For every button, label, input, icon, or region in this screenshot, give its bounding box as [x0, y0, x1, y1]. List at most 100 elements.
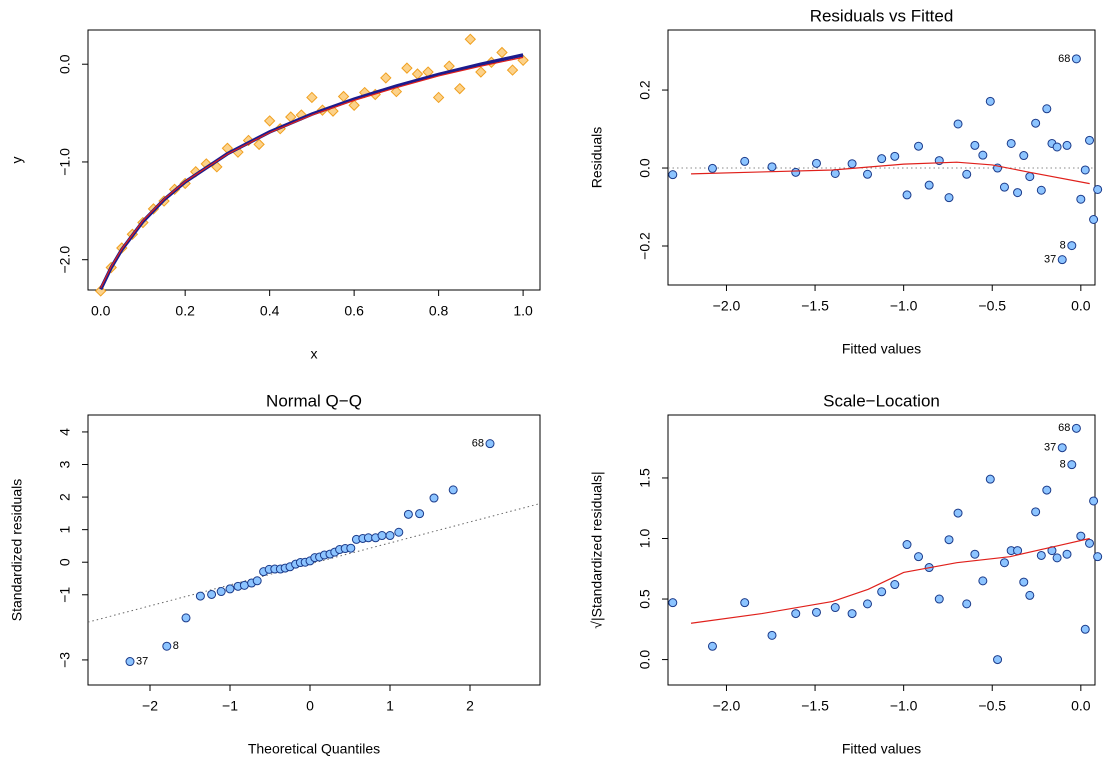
point: [811, 607, 821, 617]
point: [1036, 550, 1046, 560]
point: [401, 62, 413, 74]
point: [847, 609, 857, 619]
point: [914, 141, 924, 151]
point: [1052, 142, 1062, 152]
plot-frame: [87, 414, 541, 686]
point: [944, 535, 954, 545]
point-label: 8: [173, 640, 179, 652]
line: [690, 537, 1090, 624]
point: [767, 630, 777, 640]
point: [791, 609, 801, 619]
point: [953, 508, 963, 518]
point-label: 68: [472, 438, 484, 450]
point: [253, 138, 265, 151]
y-tick-label: 0.2: [637, 80, 653, 100]
point: [877, 154, 887, 164]
point: [914, 552, 924, 562]
point: [1025, 172, 1035, 182]
reference-line: [87, 503, 541, 623]
point: [263, 115, 276, 127]
point: [944, 193, 954, 203]
y-tick-label: 2: [57, 493, 73, 501]
point: [225, 584, 235, 594]
x-tick-label: −1.0: [890, 698, 918, 714]
point: [668, 598, 678, 608]
point: [1052, 553, 1062, 563]
point: [195, 591, 205, 601]
x-tick-label: 0: [306, 698, 314, 714]
point: [863, 599, 873, 609]
point: [1006, 138, 1016, 148]
y-tick-label: 0: [57, 558, 73, 566]
point: [1067, 241, 1077, 251]
point: [707, 641, 717, 651]
point: [740, 156, 750, 166]
point: [1057, 255, 1067, 265]
y-tick-label: −0.2: [637, 232, 653, 260]
point: [902, 190, 912, 200]
point: [1076, 194, 1086, 204]
y-tick-label: 0.5: [637, 589, 653, 609]
y-tick-label: 0.0: [637, 158, 653, 178]
point: [415, 509, 425, 519]
point: [767, 162, 777, 172]
x-tick-label: −0.5: [978, 298, 1006, 314]
point: [385, 531, 395, 541]
point: [252, 576, 262, 586]
point: [1093, 552, 1103, 562]
x-tick-label: −0.5: [978, 698, 1006, 714]
point: [1025, 590, 1035, 600]
x-tick-label: −1: [222, 698, 238, 714]
point: [985, 474, 995, 484]
point: [1085, 135, 1095, 145]
point-label: 68: [1058, 53, 1070, 65]
point: [953, 119, 963, 129]
point: [377, 531, 387, 541]
y-axis-title: Residuals: [589, 127, 605, 188]
y-tick-label: 0.0: [637, 650, 653, 670]
point: [830, 603, 840, 613]
point-label: 8: [1060, 240, 1066, 252]
x-tick-label: 1: [386, 698, 394, 714]
y-axis-title: y: [9, 157, 25, 164]
point: [962, 599, 972, 609]
point: [830, 168, 840, 178]
point: [978, 150, 988, 160]
y-tick-label: −1.0: [57, 148, 73, 176]
point: [403, 509, 413, 519]
x-tick-label: −1.0: [890, 298, 918, 314]
y-tick-label: 1.0: [637, 529, 653, 549]
point-label: 37: [1044, 254, 1056, 266]
chart-title: Normal Q−Q: [266, 391, 362, 410]
point: [125, 657, 135, 667]
point: [1042, 104, 1052, 114]
point: [380, 72, 392, 84]
point: [306, 91, 318, 104]
point: [1042, 485, 1052, 495]
y-tick-label: −3: [57, 652, 73, 668]
point: [94, 285, 107, 297]
point: [934, 594, 944, 604]
point: [496, 46, 508, 59]
y-tick-label: −2.0: [57, 246, 73, 274]
point: [978, 576, 988, 586]
x-tick-label: 0.2: [175, 303, 195, 319]
point: [448, 485, 458, 495]
point: [1089, 214, 1099, 224]
point-label: 8: [1060, 459, 1066, 471]
y-tick-label: 1: [57, 526, 73, 534]
x-tick-label: 2: [466, 698, 474, 714]
point: [1067, 460, 1077, 470]
line: [691, 161, 1090, 185]
point: [464, 33, 477, 45]
x-axis-title: x: [311, 346, 318, 362]
point: [740, 598, 750, 608]
x-tick-label: 0.0: [91, 303, 111, 319]
x-tick-label: −2: [142, 698, 158, 714]
x-tick-label: −1.5: [801, 698, 829, 714]
point: [1019, 577, 1029, 587]
point: [162, 641, 172, 651]
point: [1071, 423, 1081, 433]
point: [1062, 549, 1072, 559]
